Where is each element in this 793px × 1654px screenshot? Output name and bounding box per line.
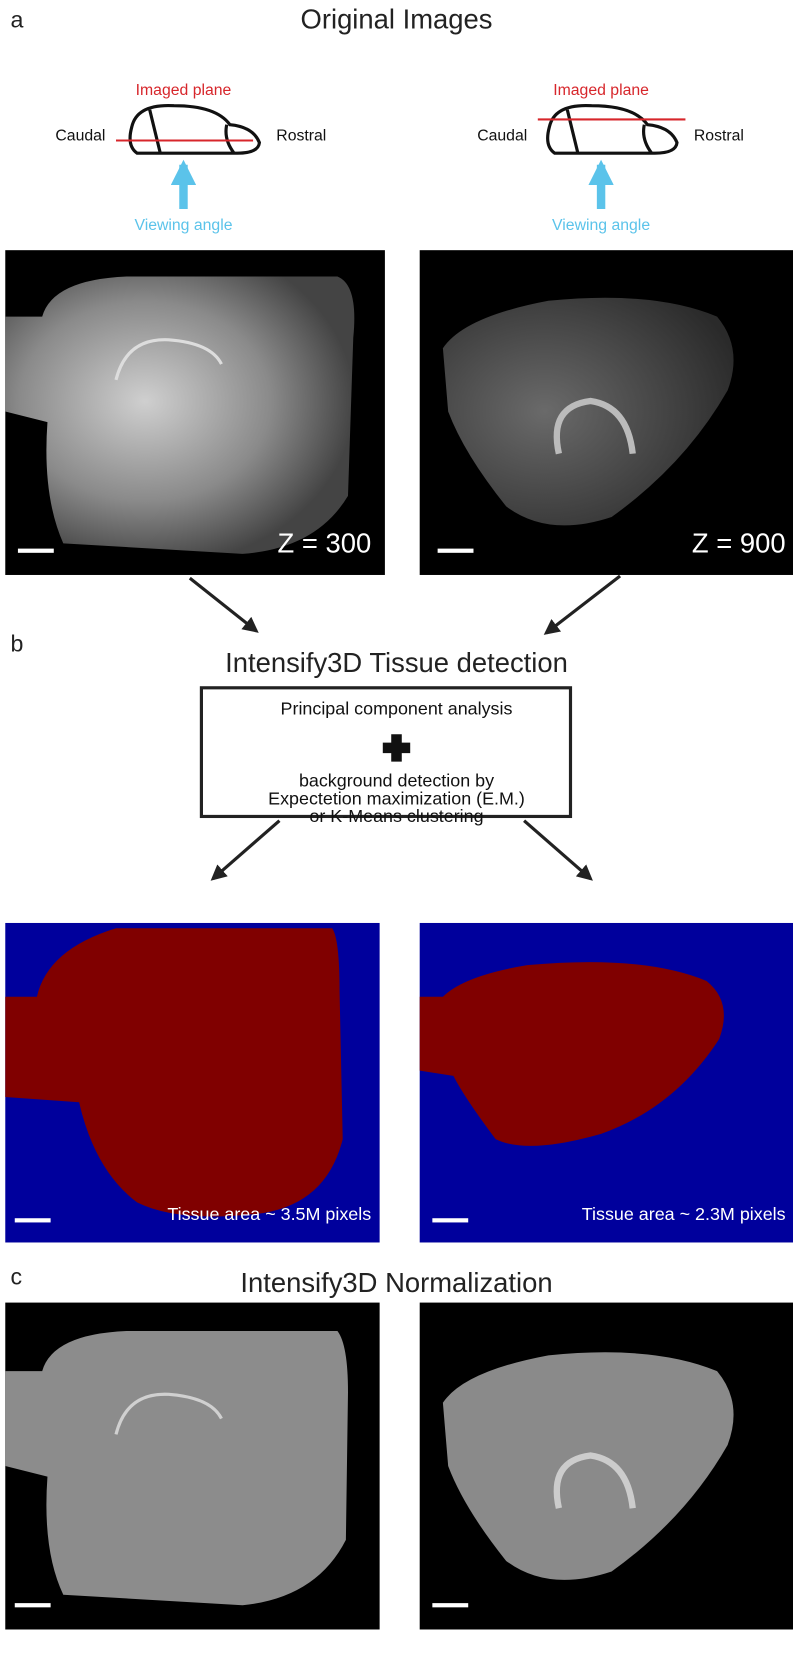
rostral: Rostral [694,127,744,144]
z-label: Z = 300 [277,528,371,559]
tissue-area: Tissue area ~ 2.3M pixels [582,1204,786,1224]
normalized-left [5,1303,379,1630]
caudal: Caudal [477,127,527,144]
panel-title: Original Images [301,4,493,35]
figure: a Original Images Imaged plane Caudal Ro… [0,0,793,1654]
image-z900: Z = 900 [420,250,793,575]
mask-right: Tissue area ~ 2.3M pixels [420,923,793,1243]
normalized-right [420,1303,793,1630]
panel-title: Intensify3D Tissue detection [225,647,568,678]
panel-label: a [11,6,24,32]
schematic-left: Imaged plane Caudal Rostral Viewing angl… [55,82,326,234]
imaged-plane: Imaged plane [553,82,649,99]
mask-left: Tissue area ~ 3.5M pixels [5,923,379,1243]
z-label: Z = 900 [692,528,786,559]
panel-label: c [11,1263,23,1289]
panel-title: Intensify3D Normalization [240,1267,552,1298]
viewing-angle: Viewing angle [134,217,232,234]
box-line: Principal component analysis [281,699,513,719]
box-line: or K-Means clustering [309,806,483,826]
panel-label: b [11,631,24,657]
rostral: Rostral [276,127,326,144]
caudal: Caudal [55,127,105,144]
image-z300: Z = 300 [5,250,385,575]
viewing-angle: Viewing angle [552,217,650,234]
tissue-area: Tissue area ~ 3.5M pixels [167,1204,371,1224]
schematic-right: Imaged plane Caudal Rostral Viewing angl… [477,82,744,234]
imaged-plane: Imaged plane [136,82,232,99]
